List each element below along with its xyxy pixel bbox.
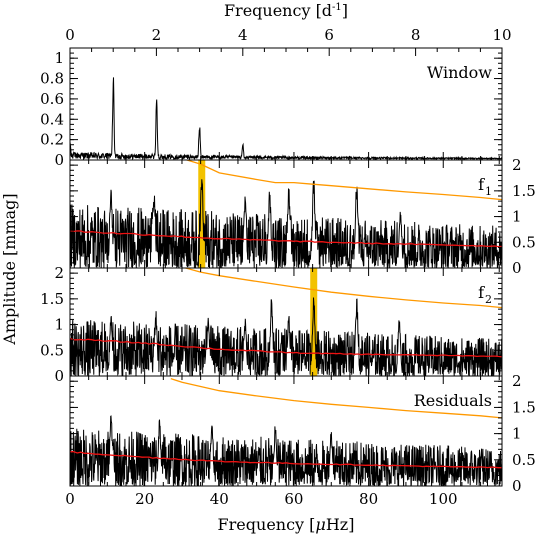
y-tick-label: 0.5: [512, 233, 536, 251]
y-tick-label: 2: [512, 156, 522, 174]
y-tick-label: 0: [512, 477, 522, 495]
top-axis-tick-label: 4: [238, 26, 248, 44]
y-tick-label: 0: [54, 367, 64, 385]
y-tick-label: 1: [512, 425, 522, 443]
y-tick-label: 1.5: [40, 290, 64, 308]
bottom-axis-tick-label: 40: [210, 490, 229, 508]
y-tick-label: 2: [512, 372, 522, 390]
y-tick-label: 1: [54, 316, 64, 334]
top-axis-tick-label: 8: [411, 26, 421, 44]
panel-1: 0 0.2 0.4 0.6 0.8 1 Window: [40, 47, 503, 169]
y-tick-label: 1.5: [512, 398, 536, 416]
panel-plot-area: [70, 377, 502, 486]
panel-label-subscript: 2: [485, 293, 492, 306]
y-tick-label: 1.5: [512, 182, 536, 200]
threshold-curve: [170, 377, 502, 419]
panel-label-subscript: 1: [485, 185, 492, 198]
y-tick-label: 1: [54, 49, 64, 67]
bottom-axis-tick-label: 20: [135, 490, 154, 508]
top-axis-title: Frequency [d-1]: [224, 1, 348, 20]
bottom-axis-tick-label: 0: [65, 490, 75, 508]
threshold-curve: [183, 268, 502, 309]
highlight-band: [310, 268, 318, 376]
spectrum-trace: [70, 415, 502, 486]
mean-noise-curve: [70, 337, 502, 358]
y-tick-label: 0.4: [40, 110, 64, 128]
top-axis-tick-label: 6: [324, 26, 334, 44]
y-tick-label: 2: [54, 264, 64, 282]
spectrum-trace: [70, 179, 502, 268]
highlight-band: [198, 160, 206, 268]
y-tick-label: 0.2: [40, 131, 64, 149]
threshold-curve: [184, 160, 502, 201]
panel-label: f: [478, 175, 485, 194]
y-tick-label: 0: [512, 259, 522, 277]
panel-label: f: [478, 283, 485, 302]
panel-plot-area: [70, 77, 502, 160]
bottom-axis-tick-label: 100: [429, 490, 458, 508]
top-axis-tick-label: 2: [152, 26, 162, 44]
y-axis-title: Amplitude [mmag]: [0, 193, 19, 345]
mean-noise-curve: [70, 450, 502, 469]
spectrum-trace: [70, 297, 502, 376]
y-tick-label: 1: [512, 208, 522, 226]
y-tick-label: 0.5: [512, 451, 536, 469]
bottom-axis-tick-label: 60: [284, 490, 303, 508]
top-axis-tick-label: 10: [492, 26, 511, 44]
y-tick-label: 0.6: [40, 90, 64, 108]
spectrum-trace: [70, 77, 502, 160]
panel-frame: [69, 375, 503, 487]
mean-noise-curve: [70, 230, 502, 248]
y-tick-label: 0: [54, 151, 64, 169]
top-axis-tick-label: 0: [65, 26, 75, 44]
panel-4: 0 0.5 1 1.5 2 Residuals: [69, 372, 536, 495]
panel-3: 00.511.52f 2: [40, 264, 503, 385]
panel-label: Window: [427, 63, 492, 82]
y-tick-label: 0.5: [40, 341, 64, 359]
bottom-axis-title: Frequency [μHz]: [218, 515, 355, 534]
panel-plot-area: [70, 268, 502, 376]
bottom-axis-tick-label: 80: [359, 490, 378, 508]
panel-label: Residuals: [414, 391, 492, 410]
panel-plot-area: [70, 160, 502, 268]
y-tick-label: 0.8: [40, 70, 64, 88]
panel-2: 00.511.52f 1: [69, 156, 536, 277]
